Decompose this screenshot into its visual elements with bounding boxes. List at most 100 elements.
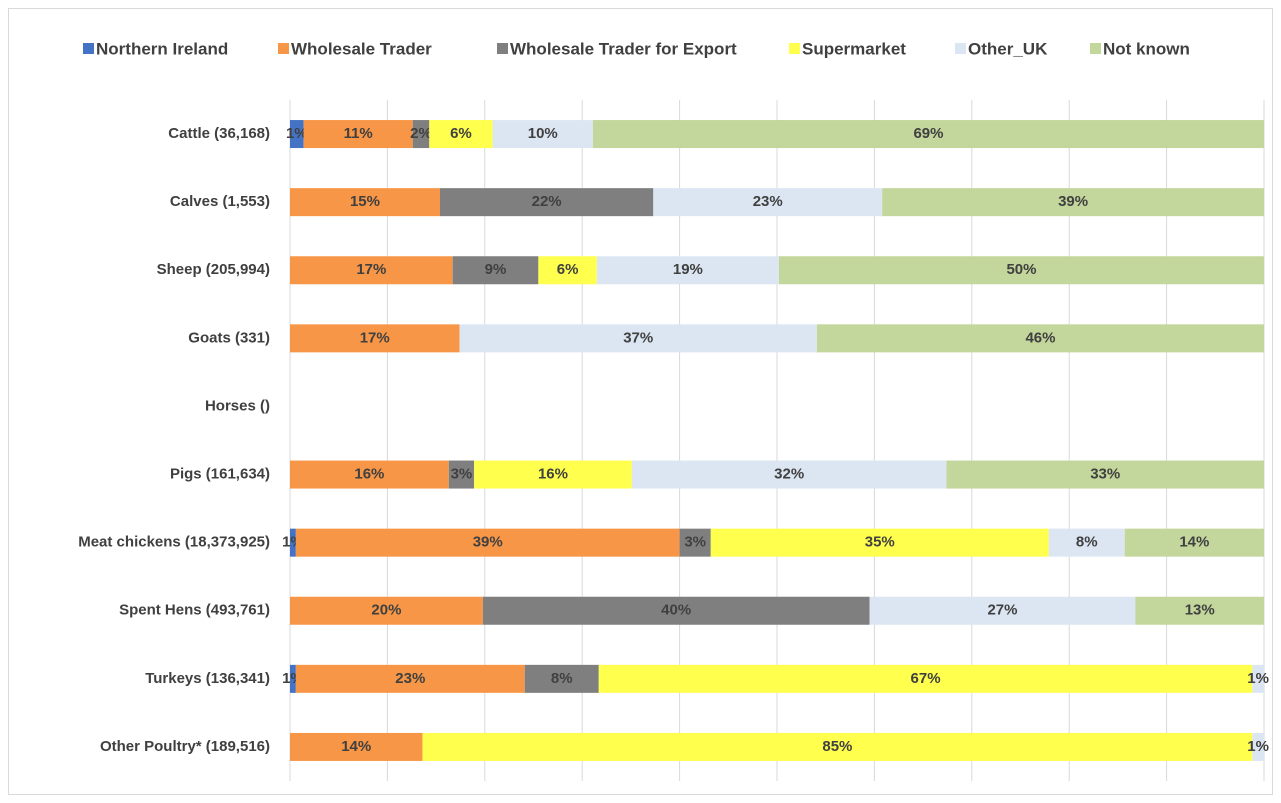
bar-segment xyxy=(679,528,711,557)
category-label: Turkeys (136,341) xyxy=(145,670,270,687)
data-label: 69% xyxy=(913,125,943,142)
category-label: Spent Hens (493,761) xyxy=(119,602,270,619)
bar-segment xyxy=(482,596,870,625)
legend-swatch xyxy=(278,43,289,54)
bar-segment xyxy=(429,120,493,149)
legend-swatch xyxy=(789,43,800,54)
bar-segment xyxy=(882,188,1264,217)
category-label: Cattle (36,168) xyxy=(168,125,270,142)
category-label: Sheep (205,994) xyxy=(157,261,270,278)
bar-segment xyxy=(290,324,460,353)
legend-label: Supermarket xyxy=(802,39,906,58)
data-label: 16% xyxy=(538,466,568,483)
data-label: 50% xyxy=(1006,261,1036,278)
data-label: 46% xyxy=(1025,329,1055,346)
data-label: 32% xyxy=(774,466,804,483)
bar-segment xyxy=(412,120,430,149)
legend-swatch xyxy=(955,43,966,54)
bar-segment xyxy=(290,528,296,557)
data-label: 11% xyxy=(344,125,373,142)
bar-segment xyxy=(474,460,632,489)
bar-segment xyxy=(778,256,1264,285)
data-label: 17% xyxy=(360,329,390,346)
bar-segment xyxy=(869,596,1136,625)
data-label: 35% xyxy=(865,534,895,551)
bar-segment xyxy=(592,120,1264,149)
bar-segment xyxy=(452,256,539,285)
bar-segment xyxy=(1135,596,1264,625)
data-label: 6% xyxy=(557,261,579,278)
bar-segment xyxy=(295,528,680,557)
data-label: 33% xyxy=(1090,466,1120,483)
bar-segment xyxy=(290,188,440,217)
category-label: Goats (331) xyxy=(188,329,270,346)
bar-segment xyxy=(290,120,304,149)
data-label: 19% xyxy=(673,261,703,278)
bar-segment xyxy=(598,664,1253,693)
legend-label: Not known xyxy=(1103,39,1190,58)
bar-segment xyxy=(710,528,1049,557)
legend-swatch xyxy=(497,43,508,54)
data-label: 14% xyxy=(1179,534,1209,551)
data-label: 22% xyxy=(532,193,562,210)
bar-segment xyxy=(538,256,597,285)
category-label: Meat chickens (18,373,925) xyxy=(78,534,270,551)
data-label: 1% xyxy=(286,125,308,142)
bar-segment xyxy=(422,732,1253,761)
bar-segment xyxy=(290,664,296,693)
bar-segment xyxy=(946,460,1264,489)
bar-segment xyxy=(596,256,779,285)
category-label: Calves (1,553) xyxy=(170,193,270,210)
legend-label: Wholesale Trader xyxy=(291,39,432,58)
data-label: 10% xyxy=(528,125,558,142)
bar-segment xyxy=(816,324,1264,353)
bar-segment xyxy=(448,460,475,489)
data-label: 85% xyxy=(822,738,852,755)
data-label: 17% xyxy=(356,261,386,278)
bar-segment xyxy=(524,664,599,693)
data-label: 39% xyxy=(473,534,503,551)
bar-segment xyxy=(303,120,413,149)
data-label: 1% xyxy=(1247,670,1269,687)
bar-segment xyxy=(295,664,525,693)
data-label: 15% xyxy=(350,193,380,210)
bar-segment xyxy=(439,188,654,217)
legend-swatch xyxy=(83,43,94,54)
bar-segment xyxy=(1124,528,1264,557)
data-label: 9% xyxy=(485,261,507,278)
legend-swatch xyxy=(1090,43,1101,54)
data-label: 2% xyxy=(410,125,432,142)
data-label: 23% xyxy=(753,193,783,210)
data-label: 14% xyxy=(341,738,371,755)
bar-segment xyxy=(1252,732,1264,761)
bar-segment xyxy=(290,732,423,761)
data-label: 16% xyxy=(354,466,384,483)
legend-label: Wholesale Trader for Export xyxy=(510,39,737,58)
category-label: Other Poultry* (189,516) xyxy=(100,738,270,755)
data-label: 39% xyxy=(1058,193,1088,210)
bar-segment xyxy=(631,460,947,489)
bar-segment xyxy=(1252,664,1264,693)
bar-segment xyxy=(290,596,483,625)
data-label: 13% xyxy=(1185,602,1215,619)
data-label: 67% xyxy=(911,670,941,687)
data-label: 27% xyxy=(987,602,1017,619)
category-label: Pigs (161,634) xyxy=(170,466,270,483)
legend-label: Northern Ireland xyxy=(96,39,228,58)
data-label: 8% xyxy=(551,670,573,687)
bar-segment xyxy=(1048,528,1125,557)
data-label: 6% xyxy=(450,125,472,142)
bar-segment xyxy=(653,188,883,217)
bar-segment xyxy=(290,460,449,489)
data-label: 37% xyxy=(623,329,653,346)
category-label: Horses () xyxy=(205,397,270,414)
data-label: 3% xyxy=(684,534,706,551)
bar-segment xyxy=(492,120,593,149)
data-label: 23% xyxy=(395,670,425,687)
data-label: 20% xyxy=(371,602,401,619)
legend-label: Other_UK xyxy=(968,39,1048,58)
data-label: 1% xyxy=(1247,738,1269,755)
data-label: 3% xyxy=(451,466,473,483)
